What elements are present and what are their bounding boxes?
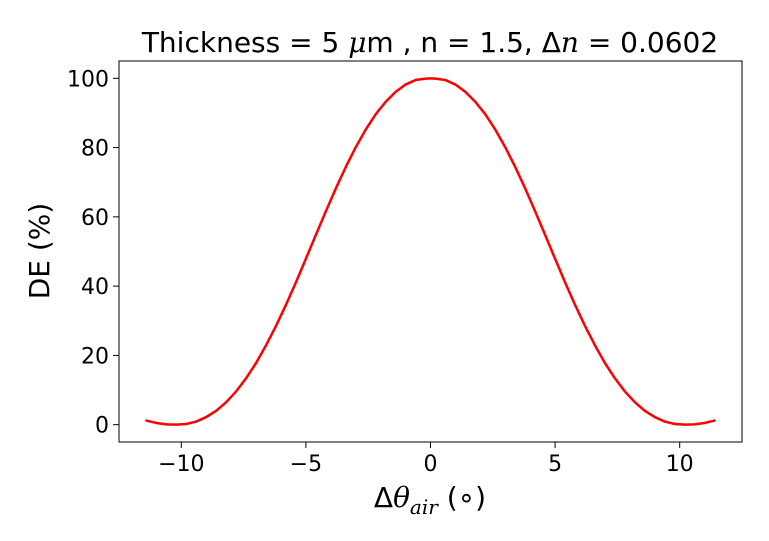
- y-tick-label: 40: [81, 275, 109, 300]
- y-tick-label: 60: [81, 206, 109, 231]
- y-tick-label: 100: [67, 67, 109, 92]
- y-tick-label: 80: [81, 137, 109, 162]
- y-tick-label: 0: [95, 414, 109, 439]
- chart-title: Thickness = 5 μm , n = 1.5, Δn = 0.0602: [141, 26, 718, 59]
- y-tick-label: 20: [81, 344, 109, 369]
- series-line: [145, 77, 716, 426]
- plot-frame: [118, 60, 743, 443]
- x-axis-label: Δθair (∘): [374, 481, 486, 519]
- x-tick-label: 5: [548, 452, 562, 477]
- x-tick-label: 10: [666, 452, 694, 477]
- x-tick-label: −10: [158, 452, 204, 477]
- y-axis-label: DE (%): [23, 203, 56, 300]
- x-tick-label: 0: [424, 452, 438, 477]
- x-tick-label: −5: [290, 452, 322, 477]
